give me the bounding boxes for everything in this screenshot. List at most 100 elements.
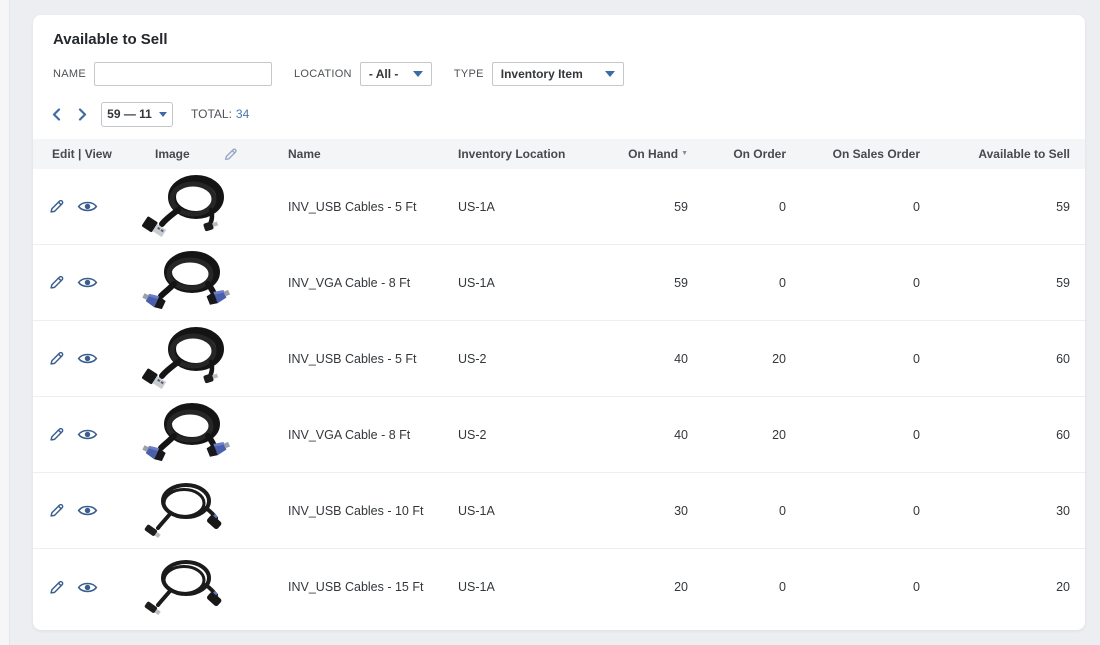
item-location: US-1A bbox=[458, 199, 495, 214]
header-on-order[interactable]: On Order bbox=[733, 147, 786, 161]
usb-cable-loop-image bbox=[144, 483, 222, 539]
product-image bbox=[140, 476, 240, 542]
row-actions bbox=[33, 349, 138, 368]
item-location: US-1A bbox=[458, 580, 495, 594]
edit-icon[interactable] bbox=[47, 501, 66, 520]
next-page-button[interactable] bbox=[69, 102, 95, 126]
usb-cable-loop-image bbox=[144, 559, 222, 615]
on-order-value: 0 bbox=[779, 275, 786, 290]
on-sales-order-value: 0 bbox=[913, 199, 920, 214]
item-name: INV_VGA Cable - 8 Ft bbox=[288, 275, 411, 290]
available-to-sell-value: 60 bbox=[1056, 351, 1070, 366]
header-image: Image bbox=[138, 146, 288, 163]
on-order-value: 0 bbox=[779, 503, 786, 518]
header-inventory-location[interactable]: Inventory Location bbox=[458, 147, 566, 161]
available-to-sell-value: 30 bbox=[1056, 503, 1070, 518]
on-order-value: 0 bbox=[779, 199, 786, 214]
type-filter-value: Inventory Item bbox=[500, 67, 583, 81]
chevron-left-icon bbox=[52, 107, 60, 121]
product-image bbox=[140, 400, 240, 466]
item-location: US-1A bbox=[458, 503, 495, 518]
item-name: INV_USB Cables - 5 Ft bbox=[288, 351, 417, 366]
header-image-label: Image bbox=[155, 147, 190, 161]
name-filter-input[interactable] bbox=[93, 62, 272, 86]
type-filter-dropdown[interactable]: Inventory Item bbox=[491, 62, 624, 86]
row-actions bbox=[33, 197, 138, 216]
location-filter-dropdown[interactable]: - All - bbox=[359, 62, 432, 86]
item-location: US-2 bbox=[458, 427, 487, 442]
edit-icon[interactable] bbox=[47, 349, 66, 368]
header-available-to-sell[interactable]: Available to Sell bbox=[978, 147, 1070, 161]
eye-icon[interactable] bbox=[77, 274, 98, 291]
table-row: INV_USB Cables - 5 Ft US-2 40 20 0 60 bbox=[33, 321, 1085, 397]
row-actions bbox=[33, 501, 138, 520]
eye-icon[interactable] bbox=[77, 350, 98, 367]
on-hand-value: 40 bbox=[674, 427, 688, 442]
item-name: INV_USB Cables - 5 Ft bbox=[288, 199, 417, 214]
page-title: Available to Sell bbox=[53, 31, 168, 48]
page-range-value: 59 — 11 bbox=[107, 107, 152, 121]
inline-edit-pencil-icon[interactable] bbox=[222, 146, 239, 163]
eye-icon[interactable] bbox=[77, 198, 98, 215]
vga-cable-image bbox=[142, 403, 231, 462]
product-image bbox=[140, 553, 240, 619]
product-image bbox=[140, 172, 240, 238]
available-to-sell-value: 59 bbox=[1056, 275, 1070, 290]
previous-page-button[interactable] bbox=[43, 102, 69, 126]
row-image-cell bbox=[138, 248, 288, 317]
edit-icon[interactable] bbox=[47, 425, 66, 444]
on-sales-order-value: 0 bbox=[913, 427, 920, 442]
on-sales-order-value: 0 bbox=[913, 580, 920, 594]
table-row: INV_VGA Cable - 8 Ft US-1A 59 0 0 59 bbox=[33, 245, 1085, 321]
header-on-hand-label: On Hand bbox=[628, 147, 679, 161]
usb-cable-image bbox=[142, 175, 224, 238]
row-image-cell bbox=[138, 172, 288, 241]
header-edit-view: Edit | View bbox=[52, 147, 112, 161]
usb-cable-image bbox=[142, 327, 224, 390]
item-name: INV_USB Cables - 15 Ft bbox=[288, 580, 424, 594]
item-location: US-2 bbox=[458, 351, 487, 366]
caret-down-icon bbox=[604, 71, 615, 77]
eye-icon[interactable] bbox=[77, 502, 98, 519]
item-name: INV_USB Cables - 10 Ft bbox=[288, 503, 424, 518]
filter-bar: NAME LOCATION - All - TYPE Inventory Ite… bbox=[53, 61, 1065, 87]
eye-icon[interactable] bbox=[77, 426, 98, 443]
edit-icon[interactable] bbox=[47, 273, 66, 292]
table-row: INV_USB Cables - 5 Ft US-1A 59 0 0 59 bbox=[33, 169, 1085, 245]
header-on-sales-order[interactable]: On Sales Order bbox=[832, 147, 920, 161]
edit-icon[interactable] bbox=[47, 197, 66, 216]
row-actions bbox=[33, 578, 138, 597]
row-actions bbox=[33, 425, 138, 444]
total-value: 34 bbox=[235, 107, 250, 121]
edit-icon[interactable] bbox=[47, 578, 66, 597]
row-actions bbox=[33, 273, 138, 292]
on-hand-value: 20 bbox=[674, 580, 688, 594]
sort-desc-icon: ▼ bbox=[681, 150, 688, 157]
caret-down-icon bbox=[158, 111, 167, 117]
available-to-sell-value: 59 bbox=[1056, 199, 1070, 214]
location-filter-value: - All - bbox=[368, 67, 399, 81]
on-order-value: 0 bbox=[779, 580, 786, 594]
inventory-table: Edit | View Image Name Inventory Locatio… bbox=[33, 139, 1085, 625]
table-row: INV_USB Cables - 15 Ft US-1A 20 0 0 20 bbox=[33, 549, 1085, 625]
eye-icon[interactable] bbox=[77, 579, 98, 596]
on-sales-order-value: 0 bbox=[913, 275, 920, 290]
product-image bbox=[140, 248, 240, 314]
name-filter-label: NAME bbox=[53, 68, 86, 80]
row-image-cell bbox=[138, 400, 288, 469]
header-on-hand[interactable]: On Hand ▼ bbox=[608, 147, 688, 161]
available-to-sell-panel: Available to Sell NAME LOCATION - All - … bbox=[33, 15, 1085, 630]
chevron-right-icon bbox=[78, 107, 86, 121]
location-filter-label: LOCATION bbox=[293, 68, 352, 80]
on-hand-value: 30 bbox=[674, 503, 688, 518]
on-hand-value: 59 bbox=[674, 275, 688, 290]
on-order-value: 20 bbox=[772, 427, 786, 442]
row-image-cell bbox=[138, 476, 288, 545]
page-range-dropdown[interactable]: 59 — 11 bbox=[101, 101, 173, 127]
total-label: TOTAL: bbox=[191, 107, 232, 121]
table-header-row: Edit | View Image Name Inventory Locatio… bbox=[33, 139, 1085, 169]
caret-down-icon bbox=[412, 71, 423, 77]
on-sales-order-value: 0 bbox=[913, 351, 920, 366]
header-name[interactable]: Name bbox=[288, 147, 321, 161]
table-row: INV_VGA Cable - 8 Ft US-2 40 20 0 60 bbox=[33, 397, 1085, 473]
